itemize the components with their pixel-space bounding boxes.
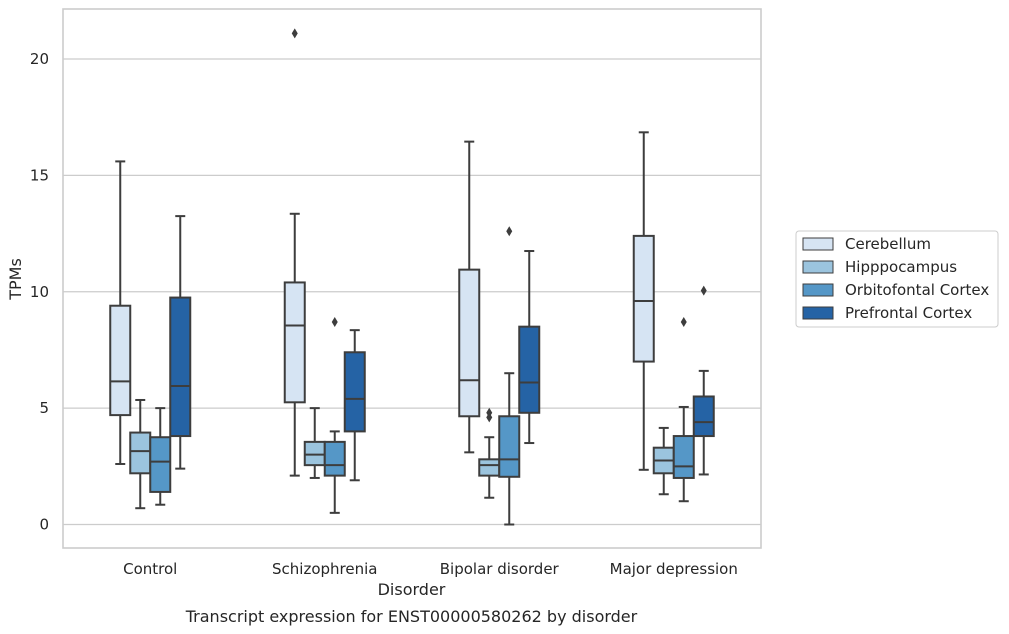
outlier-point [486, 407, 493, 418]
box-0-3 [169, 215, 192, 470]
box-iqr [672, 435, 695, 479]
x-tick-label: Control [123, 560, 177, 578]
box-1-1 [303, 407, 326, 479]
box-iqr [458, 268, 481, 418]
box-2-1 [478, 407, 501, 499]
x-tick-label: Bipolar disorder [440, 560, 560, 578]
y-tick-label: 15 [30, 166, 49, 184]
box-2-0 [458, 140, 481, 454]
x-tick-labels: Control Schizophrenia Bipolar disorder Majo… [123, 560, 738, 578]
legend-swatch [802, 260, 834, 274]
outlier-point [331, 317, 338, 328]
outlier-point [291, 28, 298, 39]
box-iqr [129, 431, 152, 475]
x-tick-label: Schizophrenia [272, 560, 377, 578]
box-0-2 [149, 407, 172, 506]
box-3-2 [672, 317, 695, 503]
x-tick-label: Major depression [610, 560, 738, 578]
legend-swatch [802, 283, 834, 297]
box-0-0 [109, 160, 132, 465]
box-iqr [518, 325, 541, 414]
box-iqr [478, 458, 501, 477]
box-3-3 [692, 285, 715, 476]
box-2-3 [518, 250, 541, 445]
box-iqr [109, 304, 132, 417]
box-iqr [498, 415, 521, 478]
legend-swatch [802, 237, 834, 251]
box-3-0 [632, 131, 655, 471]
box-1-0 [283, 28, 306, 477]
y-tick-label: 20 [30, 50, 49, 68]
box-plot-marks [109, 28, 715, 526]
outlier-point [680, 317, 687, 328]
outlier-point [700, 285, 707, 296]
box-1-2 [323, 317, 346, 514]
box-iqr [303, 440, 326, 467]
box-iqr [632, 234, 655, 363]
box-iqr [283, 281, 306, 404]
y-tick-labels: 0 5 10 15 20 [30, 50, 49, 534]
legend-label: Hipppocampus [845, 258, 957, 276]
x-axis-label: Disorder [378, 580, 446, 599]
outlier-point [506, 226, 513, 237]
y-axis-label: TPMs [6, 258, 25, 301]
box-iqr [323, 440, 346, 477]
y-tick-label: 10 [30, 283, 49, 301]
legend-label: Prefrontal Cortex [845, 304, 972, 322]
legend-label: Cerebellum [845, 235, 931, 253]
legend: Cerebellum Hipppocampus Orbitofontal Corte… [795, 230, 999, 328]
box-1-3 [343, 329, 366, 482]
legend-swatch [802, 306, 834, 320]
box-iqr [169, 296, 192, 438]
box-iqr [692, 395, 715, 438]
box-iqr [149, 436, 172, 493]
legend-label: Orbitofontal Cortex [845, 281, 989, 299]
box-2-2 [498, 226, 521, 526]
legend-frame [795, 230, 999, 328]
chart-caption: Transcript expression for ENST0000058026… [185, 607, 638, 626]
box-iqr [343, 351, 366, 433]
y-tick-label: 5 [39, 399, 49, 417]
plot-frame [62, 8, 762, 549]
y-tick-label: 0 [39, 516, 49, 534]
